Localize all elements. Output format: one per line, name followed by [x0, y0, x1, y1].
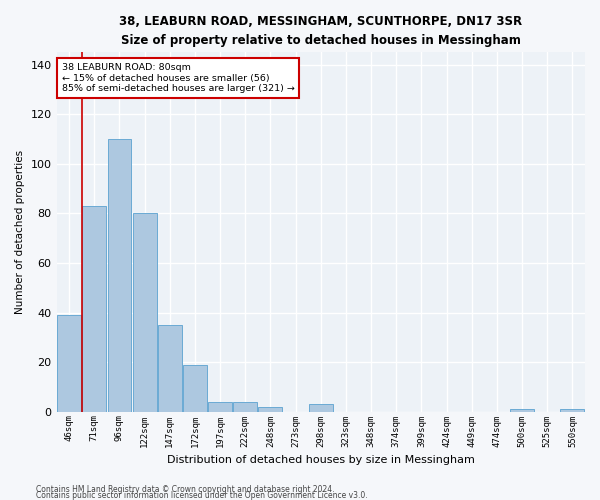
Bar	[133, 214, 157, 412]
X-axis label: Distribution of detached houses by size in Messingham: Distribution of detached houses by size …	[167, 455, 475, 465]
Bar	[158, 325, 182, 412]
Bar	[107, 139, 131, 411]
Bar	[82, 206, 106, 412]
Title: 38, LEABURN ROAD, MESSINGHAM, SCUNTHORPE, DN17 3SR
Size of property relative to : 38, LEABURN ROAD, MESSINGHAM, SCUNTHORPE…	[119, 15, 523, 47]
Bar	[57, 315, 81, 412]
Bar	[183, 364, 207, 412]
Y-axis label: Number of detached properties: Number of detached properties	[15, 150, 25, 314]
Text: 38 LEABURN ROAD: 80sqm
← 15% of detached houses are smaller (56)
85% of semi-det: 38 LEABURN ROAD: 80sqm ← 15% of detached…	[62, 63, 295, 93]
Bar	[510, 409, 534, 412]
Bar	[309, 404, 333, 411]
Text: Contains HM Land Registry data © Crown copyright and database right 2024.: Contains HM Land Registry data © Crown c…	[36, 485, 335, 494]
Bar	[560, 409, 584, 412]
Text: Contains public sector information licensed under the Open Government Licence v3: Contains public sector information licen…	[36, 491, 368, 500]
Bar	[208, 402, 232, 411]
Bar	[259, 406, 283, 412]
Bar	[233, 402, 257, 411]
